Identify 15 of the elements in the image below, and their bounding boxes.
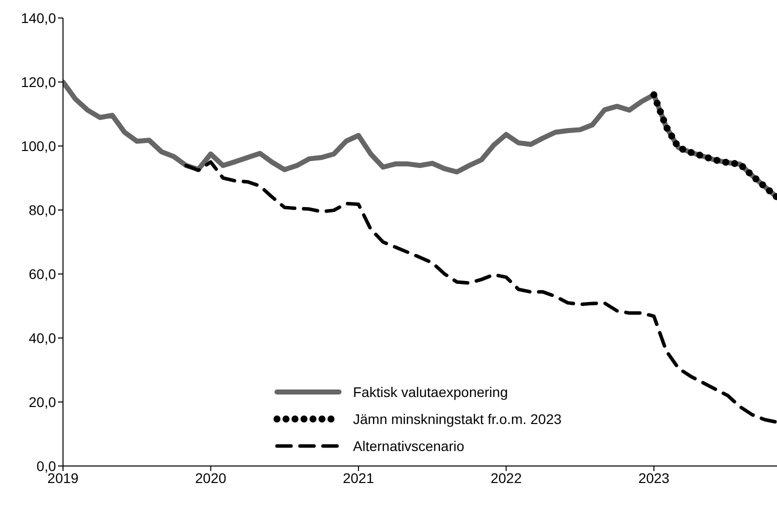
y-tick-label: 120,0 xyxy=(20,74,56,90)
y-tick-label: 80,0 xyxy=(28,202,56,218)
y-tick-label: 20,0 xyxy=(28,394,56,410)
legend-label: Alternativscenario xyxy=(353,438,464,454)
legend-label: Jämn minskningstakt fr.o.m. 2023 xyxy=(353,410,562,426)
x-tick-label: 2021 xyxy=(342,470,374,486)
y-tick-label: 60,0 xyxy=(28,266,56,282)
x-tick-label: 2023 xyxy=(638,470,670,486)
x-tick-label: 2020 xyxy=(195,470,227,486)
y-tick-label: 40,0 xyxy=(28,330,56,346)
y-tick-label: 100,0 xyxy=(20,138,56,154)
x-tick-label: 2022 xyxy=(490,470,522,486)
y-tick-label: 140,0 xyxy=(20,10,56,26)
y-tick-label: 0,0 xyxy=(36,458,56,474)
legend-label: Faktisk valutaexponering xyxy=(353,384,508,400)
